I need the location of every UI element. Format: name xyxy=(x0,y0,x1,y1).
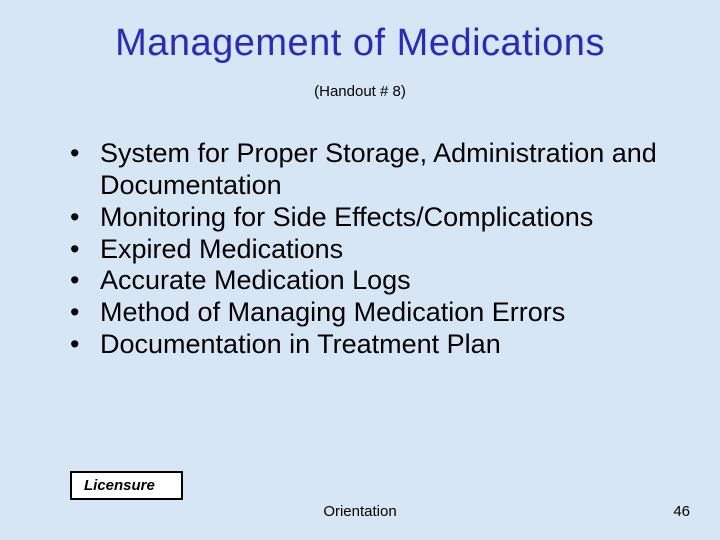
page-number: 46 xyxy=(673,503,690,520)
licensure-box: Licensure xyxy=(70,471,183,500)
footer-center: Orientation xyxy=(323,503,396,520)
bullet-item: Method of Managing Medication Errors xyxy=(70,297,680,329)
slide-title: Management of Medications xyxy=(0,0,720,65)
bullet-item: Monitoring for Side Effects/Complication… xyxy=(70,202,680,234)
bullet-list: System for Proper Storage, Administratio… xyxy=(70,138,680,361)
bullet-item: Documentation in Treatment Plan xyxy=(70,329,680,361)
bullet-item: Expired Medications xyxy=(70,234,680,266)
bullet-item: System for Proper Storage, Administratio… xyxy=(70,138,680,202)
slide-subtitle: (Handout # 8) xyxy=(0,83,720,100)
bullet-item: Accurate Medication Logs xyxy=(70,265,680,297)
